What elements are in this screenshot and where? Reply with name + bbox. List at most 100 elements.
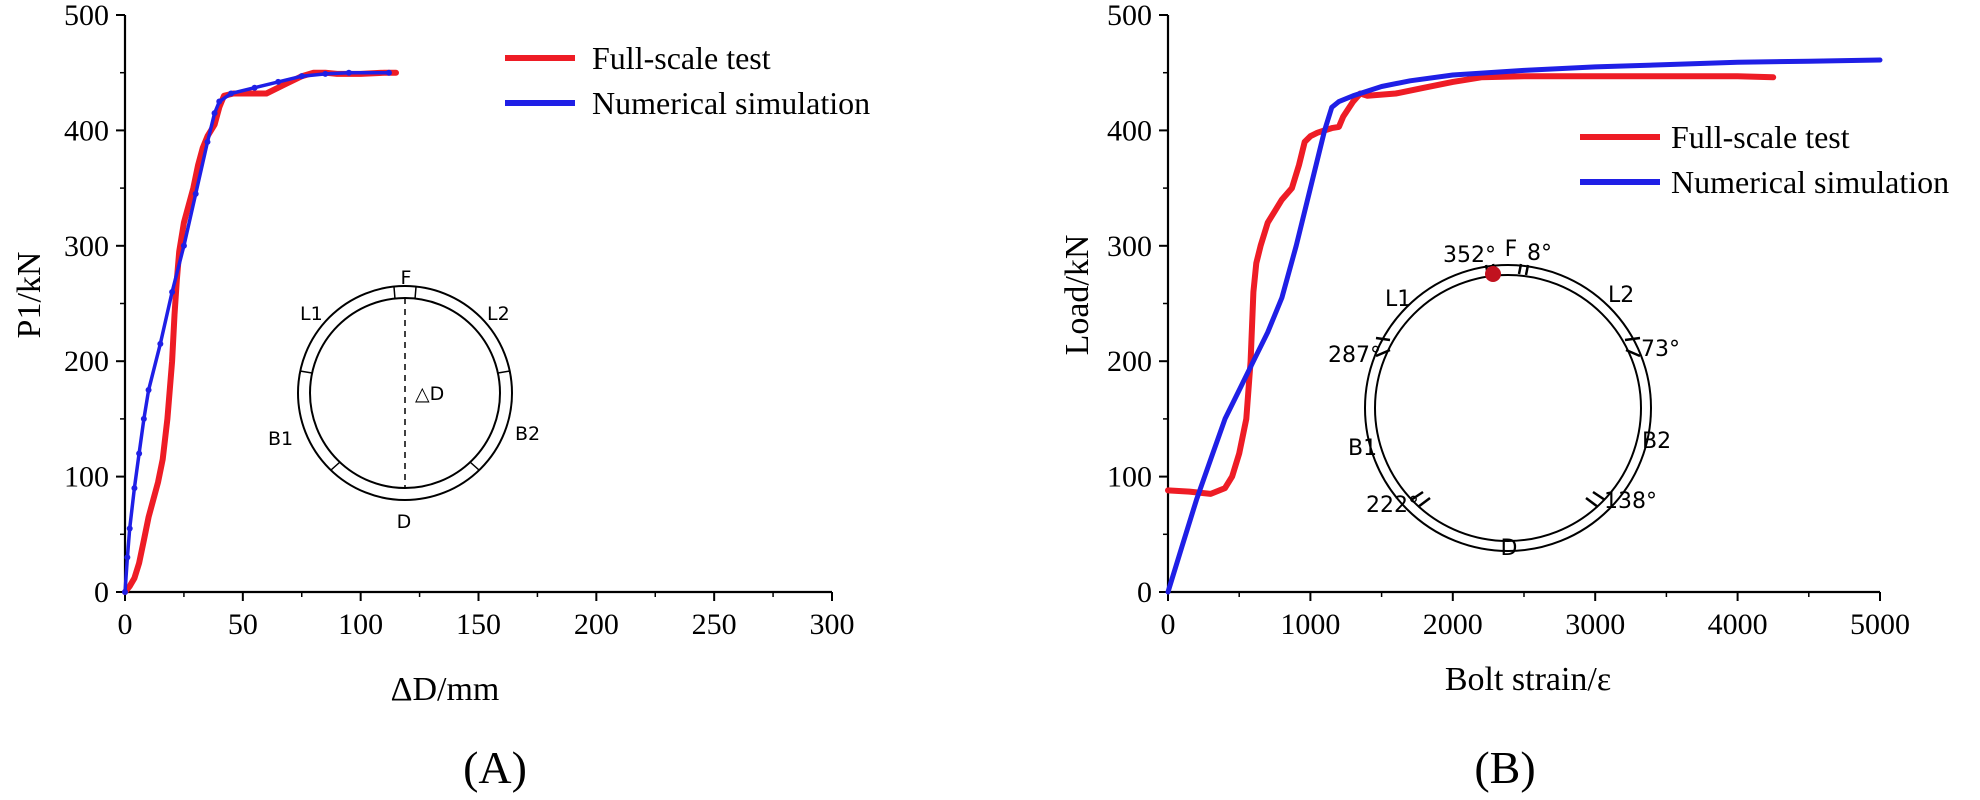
x-tick-label: 250 xyxy=(692,608,737,641)
panel-b-inset-label-l2: L2 xyxy=(1608,283,1634,308)
panel-a-inset-joint xyxy=(393,286,396,300)
y-tick-label: 300 xyxy=(1107,230,1152,263)
x-tick-label: 4000 xyxy=(1708,608,1768,641)
y-tick-label: 400 xyxy=(64,114,109,147)
series-point-numerical-simulation xyxy=(157,340,164,347)
panel-a-inset-joint xyxy=(469,461,480,471)
panel-b-inset-angle-73: 73° xyxy=(1641,337,1680,362)
panel-a-inset-joint xyxy=(414,286,417,300)
panel-b-inset-label-f: F xyxy=(1505,237,1518,262)
panel-a-inset-outer-ring xyxy=(297,285,513,501)
panel-b-inset-label-l1: L1 xyxy=(1385,287,1411,312)
panel-b-inset-label-d: D xyxy=(1501,536,1518,561)
panel-b-inset-label-b1: B1 xyxy=(1348,436,1377,461)
y-tick-label: 200 xyxy=(1107,345,1152,378)
panel-a-legend: Full-scale test Numerical simulation xyxy=(505,40,870,121)
panel-b-series xyxy=(1165,57,1883,595)
y-tick-label: 300 xyxy=(64,230,109,263)
panel-a-inset-label-l2: L2 xyxy=(487,303,510,325)
panel-a-inset-joint xyxy=(299,370,313,374)
x-tick-label: 5000 xyxy=(1850,608,1910,641)
series-line-full-scale-test xyxy=(1165,73,1777,497)
series-point-numerical-simulation xyxy=(192,190,199,197)
panel-a-inset-joint xyxy=(330,461,341,471)
panel-b-inset-angle-222: 222° xyxy=(1366,493,1419,518)
panel-a-label: (A) xyxy=(463,742,527,793)
panel-a-y-ticks: 0 100 200 300 400 500 xyxy=(64,0,125,609)
panel-b-x-ticks: 0 1000 2000 3000 4000 5000 xyxy=(1161,592,1910,641)
x-tick-label: 200 xyxy=(574,608,619,641)
panel-b-legend-label-full-scale: Full-scale test xyxy=(1671,119,1850,155)
x-tick-label: 50 xyxy=(228,608,258,641)
series-point-numerical-simulation xyxy=(228,90,235,97)
panel-b-inset-bolt-marks xyxy=(1375,263,1641,508)
panel-a-inset-diagram: F L1 L2 B1 B2 D △D xyxy=(268,267,540,533)
series-line-numerical-simulation xyxy=(123,70,391,594)
panel-b-inset-inner-ring xyxy=(1374,274,1642,542)
panel-b-inset-angle-287: 287° xyxy=(1328,343,1381,368)
x-tick-label: 100 xyxy=(338,608,383,641)
series-line-full-scale-test xyxy=(122,69,399,595)
y-tick-label: 100 xyxy=(64,461,109,494)
panel-b-y-ticks: 0 100 200 300 400 500 xyxy=(1107,0,1168,609)
panel-b-inset-strain-gauge-marker xyxy=(1485,266,1501,282)
series-point-numerical-simulation xyxy=(204,138,211,145)
x-tick-label: 0 xyxy=(1161,608,1176,641)
series-point-numerical-simulation xyxy=(140,415,147,422)
panel-b-inset-diagram: F L1 L2 B1 B2 D 352° 8° 73° 138° 222° 28… xyxy=(1328,237,1680,561)
x-tick-label: 3000 xyxy=(1565,608,1625,641)
x-tick-label: 2000 xyxy=(1423,608,1483,641)
panel-a-x-axis-title: ΔD/mm xyxy=(391,671,500,708)
panel-b-x-axis-title: Bolt strain/ε xyxy=(1445,661,1611,698)
panel-a-legend-label-full-scale: Full-scale test xyxy=(592,40,771,76)
panel-b-label: (B) xyxy=(1474,742,1535,793)
panel-b-chart: 0 100 200 300 400 500 0 1000 2000 3000 4000 5000 L… xyxy=(1059,0,1949,793)
series-point-numerical-simulation xyxy=(136,450,143,457)
series-point-numerical-simulation xyxy=(145,387,152,394)
series-point-numerical-simulation xyxy=(251,84,258,91)
panel-b-inset-angle-352: 352° xyxy=(1443,243,1496,268)
panel-a-inset-label-f: F xyxy=(401,267,412,289)
panel-b-y-axis-title: Load/kN xyxy=(1059,235,1096,356)
panel-a-chart: 0 100 200 300 400 500 0 50 100 150 200 250 300 P1/k… xyxy=(11,0,870,793)
series-point-numerical-simulation xyxy=(169,288,176,295)
panel-a-x-ticks: 0 50 100 150 200 250 300 xyxy=(118,592,855,641)
y-tick-label: 500 xyxy=(1107,0,1152,32)
x-tick-label: 150 xyxy=(456,608,501,641)
series-line-numerical-simulation xyxy=(1165,57,1883,595)
series-point-numerical-simulation xyxy=(275,78,282,85)
panel-a-series xyxy=(122,69,399,595)
series-point-numerical-simulation xyxy=(180,242,187,249)
panel-b-inset-outer-ring xyxy=(1364,264,1652,552)
series-point-numerical-simulation xyxy=(126,525,133,532)
y-tick-label: 400 xyxy=(1107,114,1152,147)
series-point-numerical-simulation xyxy=(385,69,392,76)
panel-a-inset-label-l1: L1 xyxy=(300,303,323,325)
panel-a-inset-inner-ring xyxy=(309,297,501,489)
panel-b-inset-angle-138: 138° xyxy=(1604,489,1657,514)
series-point-numerical-simulation xyxy=(216,98,223,105)
series-point-numerical-simulation xyxy=(345,69,352,76)
panel-b-legend: Full-scale test Numerical simulation xyxy=(1580,119,1949,200)
panel-a-inset-label-b1: B1 xyxy=(268,428,293,450)
x-tick-label: 0 xyxy=(118,608,133,641)
series-point-numerical-simulation xyxy=(131,485,138,492)
panel-a-inset-label-d: D xyxy=(397,511,412,533)
series-point-numerical-simulation xyxy=(122,589,128,595)
series-point-numerical-simulation xyxy=(124,554,131,561)
x-tick-label: 300 xyxy=(810,608,855,641)
y-tick-label: 0 xyxy=(1137,576,1152,609)
panel-a-inset-joint xyxy=(497,370,511,374)
panel-a-inset-label-delta-d: △D xyxy=(415,383,444,405)
panel-b-legend-label-numerical: Numerical simulation xyxy=(1671,164,1949,200)
panel-b-axes xyxy=(1166,15,1880,594)
panel-b-inset-label-b2: B2 xyxy=(1642,429,1671,454)
series-point-numerical-simulation xyxy=(298,73,305,80)
panel-a-inset-label-b2: B2 xyxy=(515,423,540,445)
series-point-numerical-simulation xyxy=(211,110,218,117)
panel-a-legend-label-numerical: Numerical simulation xyxy=(592,85,870,121)
panel-b-inset-angle-8: 8° xyxy=(1527,241,1552,266)
y-tick-label: 0 xyxy=(94,576,109,609)
panel-a-y-axis-title: P1/kN xyxy=(11,252,48,339)
y-tick-label: 200 xyxy=(64,345,109,378)
